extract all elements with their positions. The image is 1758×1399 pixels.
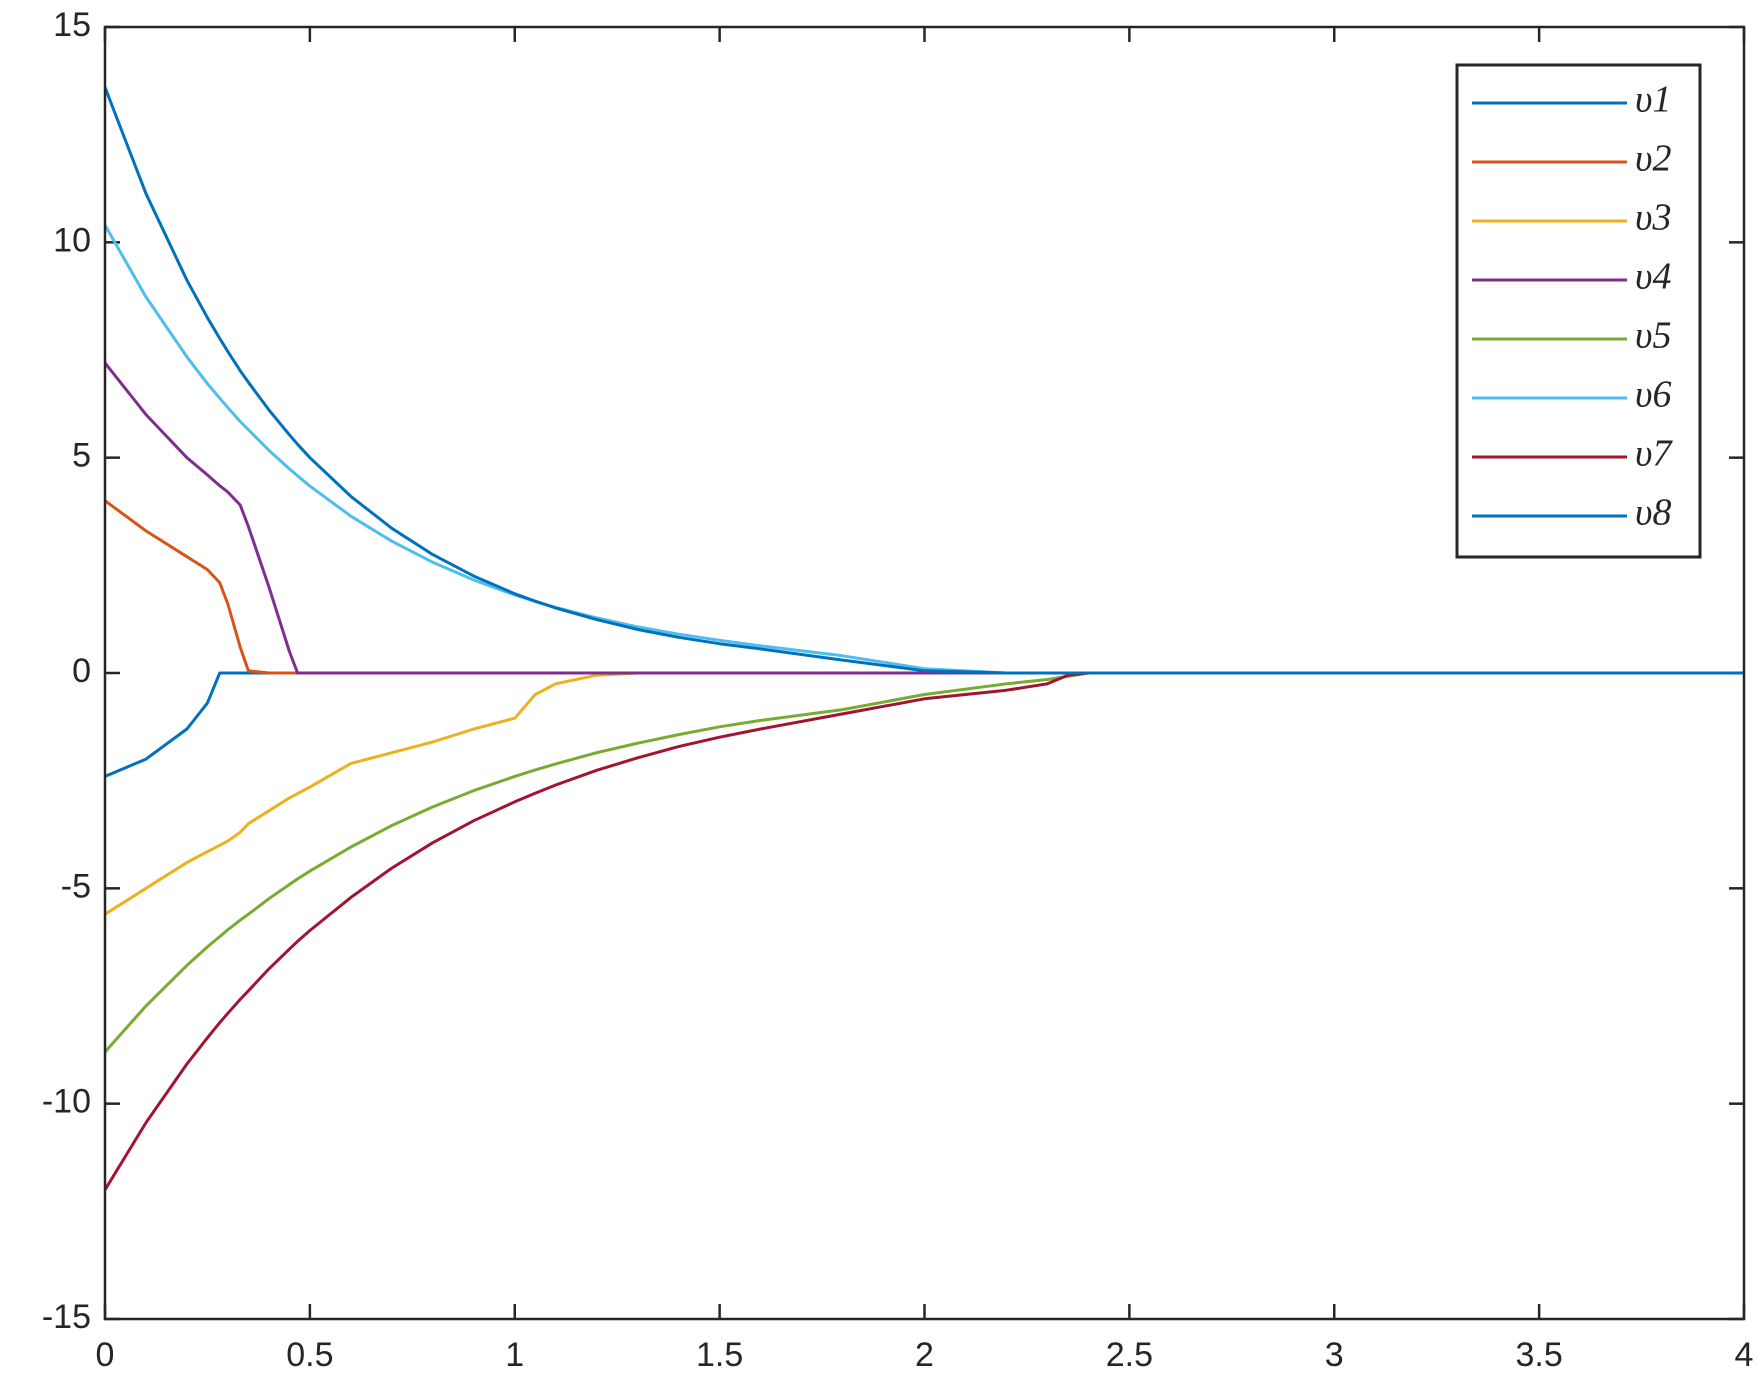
series-line bbox=[103, 86, 1744, 675]
legend-label: υ8 bbox=[1635, 492, 1671, 534]
series-line bbox=[104, 671, 1744, 916]
x-tick-label: 1 bbox=[505, 1336, 524, 1374]
legend-box bbox=[1455, 63, 1702, 559]
x-tick-label: 2 bbox=[915, 1336, 934, 1374]
x-tick-label: 3 bbox=[1325, 1336, 1344, 1374]
x-tick-label: 4 bbox=[1735, 1336, 1754, 1374]
y-tick-label: 10 bbox=[53, 221, 91, 259]
x-tick-label: 3.5 bbox=[1515, 1336, 1562, 1374]
x-tick-label: 1.5 bbox=[696, 1336, 743, 1374]
series-line bbox=[104, 671, 1744, 778]
legend-label: υ6 bbox=[1635, 374, 1671, 416]
series-line bbox=[103, 671, 1744, 1053]
x-tick-label: 2.5 bbox=[1106, 1336, 1153, 1374]
legend-label: υ5 bbox=[1635, 315, 1671, 357]
legend: υ1 υ2 υ3 υ4 υ5 υ6 υ7 υ8 bbox=[1455, 63, 1702, 559]
legend-label: υ4 bbox=[1635, 256, 1671, 298]
axes-box bbox=[103, 25, 1746, 1321]
y-tick-label: 5 bbox=[72, 437, 91, 475]
y-tick-label: 15 bbox=[53, 6, 91, 44]
y-tick-label: -5 bbox=[61, 867, 91, 905]
y-tick-label: -15 bbox=[42, 1298, 91, 1336]
legend-label: υ7 bbox=[1635, 433, 1673, 475]
legend-label: υ1 bbox=[1635, 79, 1671, 121]
x-tick-label: 0.5 bbox=[286, 1336, 333, 1374]
legend-label: υ3 bbox=[1635, 197, 1671, 239]
series-line bbox=[103, 671, 1744, 1191]
y-tick-label: 0 bbox=[72, 652, 91, 690]
legend-label: υ2 bbox=[1635, 138, 1671, 180]
x-tick-label: 0 bbox=[96, 1336, 115, 1374]
y-tick-label: -10 bbox=[42, 1083, 91, 1121]
